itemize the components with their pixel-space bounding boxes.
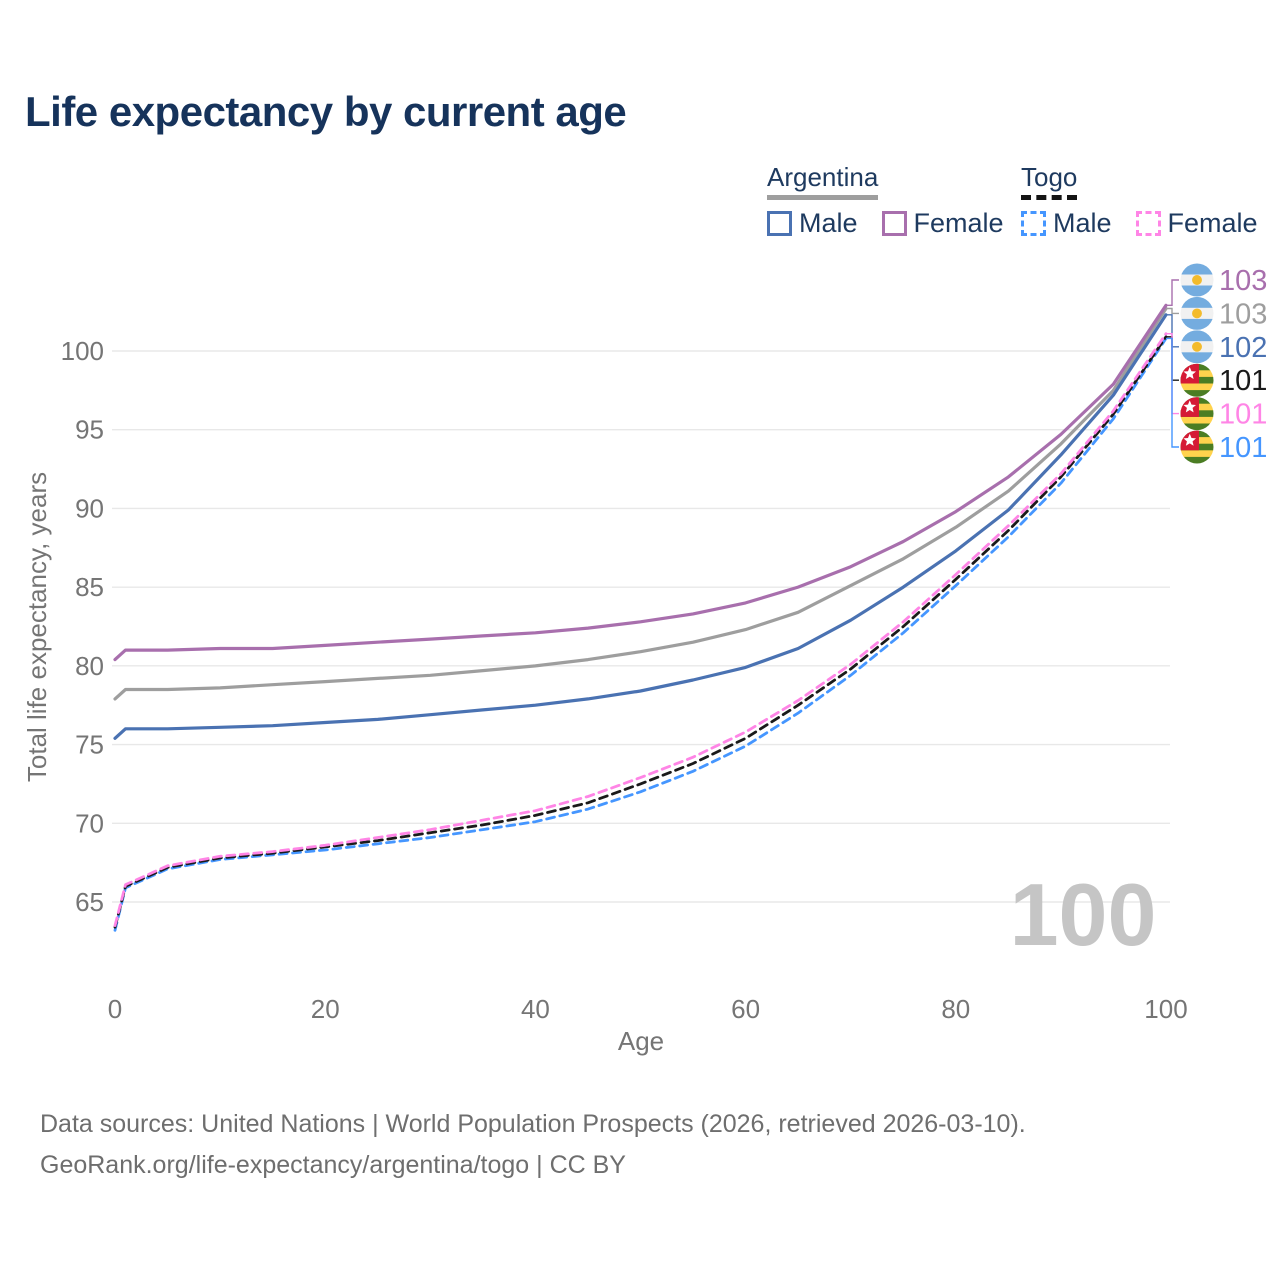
end-label-value: 103 xyxy=(1219,298,1267,330)
y-tick-label-65: 65 xyxy=(75,887,104,917)
end-label-row: 102 xyxy=(1166,314,1267,364)
gridlines-layer xyxy=(112,350,1170,903)
x-axis-label: Age xyxy=(618,1026,664,1056)
legend-country-argentina[interactable]: Argentina xyxy=(767,162,879,200)
togo-female-swatch-icon xyxy=(1135,211,1161,236)
y-axis-label: Total life expectancy, years xyxy=(22,472,52,782)
end-label-value: 101 xyxy=(1219,399,1267,431)
argentina-flag-icon xyxy=(1180,296,1214,330)
legend-label-togo-male: Male xyxy=(1053,208,1112,238)
flag-star xyxy=(1183,367,1197,379)
footer: Data sources: United Nations | World Pop… xyxy=(40,1104,1026,1186)
x-tick-label-100: 100 xyxy=(1144,994,1187,1024)
end-label-row: 101 xyxy=(1166,336,1267,397)
y-tick-label-80: 80 xyxy=(75,651,104,681)
legend-country-togo[interactable]: Togo xyxy=(1021,162,1078,200)
argentina-flag-icon xyxy=(1180,263,1214,297)
argentina-flag-icon xyxy=(1180,330,1214,364)
flag-sun xyxy=(1192,275,1202,285)
legend-label-argentina-female: Female xyxy=(913,208,1004,238)
leader-line xyxy=(1166,279,1179,306)
legend-item-argentina-male[interactable]: Male xyxy=(767,208,858,239)
y-tick-label-95: 95 xyxy=(75,415,104,445)
x-tick-label-20: 20 xyxy=(311,994,340,1024)
end-label-row: 103 xyxy=(1166,263,1267,306)
x-tick-label-80: 80 xyxy=(941,994,970,1024)
flag-band xyxy=(1180,285,1214,297)
series-line-argentina-male xyxy=(113,313,1168,740)
end-label-row: 101 xyxy=(1166,333,1267,431)
legend-item-togo-female[interactable]: Female xyxy=(1135,208,1258,239)
flag-band xyxy=(1180,318,1214,330)
togo-flag-icon xyxy=(1180,430,1214,464)
argentina-female-swatch-icon xyxy=(881,211,907,236)
end-label-value: 101 xyxy=(1219,432,1267,464)
x-tick-label-0: 0 xyxy=(108,994,122,1024)
legend-item-togo-male[interactable]: Male xyxy=(1021,208,1112,239)
series-line-togo-both-sexes xyxy=(113,335,1168,929)
x-tick-label-60: 60 xyxy=(731,994,760,1024)
legend-label-argentina-male: Male xyxy=(799,208,858,238)
argentina-male-swatch-icon xyxy=(767,211,792,236)
legend-group-argentina: Argentina Male Female xyxy=(767,162,1028,239)
legend-label-togo-female: Female xyxy=(1167,208,1258,238)
flag-star xyxy=(1183,400,1197,413)
series-layer xyxy=(113,303,1168,932)
x-tick-label-40: 40 xyxy=(521,994,550,1024)
end-label-value: 101 xyxy=(1219,365,1267,397)
leader-line xyxy=(1166,307,1179,315)
series-line-argentina-female xyxy=(113,303,1168,662)
flag-sun xyxy=(1192,308,1202,319)
flag-sun xyxy=(1192,341,1202,352)
end-label-value: 103 xyxy=(1219,265,1267,297)
y-tick-label-85: 85 xyxy=(75,572,104,602)
y-tick-label-75: 75 xyxy=(75,730,104,760)
series-line-togo-female xyxy=(113,332,1168,927)
togo-male-swatch-icon xyxy=(1021,211,1046,236)
y-tick-label-70: 70 xyxy=(75,808,104,838)
watermark-layer: 100 xyxy=(1010,865,1157,964)
flag-band xyxy=(1180,330,1214,342)
y-tick-label-90: 90 xyxy=(75,493,104,523)
flag-stripe xyxy=(1180,390,1214,397)
end-label-value: 102 xyxy=(1219,332,1267,364)
flag-stripe xyxy=(1180,383,1214,391)
leader-line xyxy=(1166,337,1179,448)
flag-stripe xyxy=(1180,423,1214,431)
flag-stripe xyxy=(1180,450,1214,458)
axes-layer: 65 70 75 80 85 90 95 100 0 20 40 60 80 100 Age Total li… xyxy=(22,336,1188,1056)
footer-data-sources: Data sources: United Nations | World Pop… xyxy=(40,1110,1026,1138)
legend-row-argentina: Male Female xyxy=(767,208,1028,239)
flag-star xyxy=(1183,433,1197,446)
flag-band xyxy=(1180,296,1214,308)
end-label-row: 101 xyxy=(1166,337,1267,464)
series-line-argentina-both-sexes xyxy=(113,306,1168,701)
end-label-row: 103 xyxy=(1166,296,1267,330)
togo-flag-icon xyxy=(1180,363,1214,397)
footer-attribution: GeoRank.org/life-expectancy/argentina/to… xyxy=(40,1151,626,1179)
legend-group-togo: Togo Male Female xyxy=(1021,162,1280,239)
flag-stripe xyxy=(1180,456,1214,464)
y-tick-label-100: 100 xyxy=(61,336,104,366)
togo-flag-icon xyxy=(1180,397,1214,431)
flag-stripe xyxy=(1180,416,1214,424)
age-counter-watermark: 100 xyxy=(1010,865,1157,964)
series-line-togo-male xyxy=(113,336,1168,932)
legend-row-togo: Male Female xyxy=(1021,208,1280,239)
flag-band xyxy=(1180,263,1214,275)
leader-line xyxy=(1166,314,1179,348)
page-title: Life expectancy by current age xyxy=(25,88,627,135)
flag-band xyxy=(1180,352,1214,364)
legend-item-argentina-female[interactable]: Female xyxy=(881,208,1004,239)
